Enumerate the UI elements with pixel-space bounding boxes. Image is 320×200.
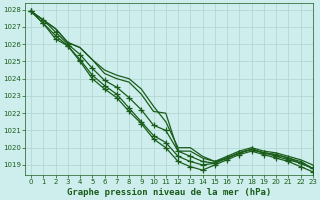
X-axis label: Graphe pression niveau de la mer (hPa): Graphe pression niveau de la mer (hPa) bbox=[67, 188, 271, 197]
